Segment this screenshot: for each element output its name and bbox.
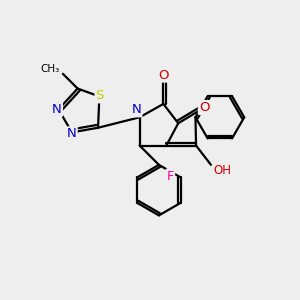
Text: F: F	[167, 169, 174, 182]
Text: OH: OH	[213, 164, 231, 177]
Text: N: N	[67, 128, 77, 140]
Text: S: S	[95, 89, 104, 102]
Text: N: N	[52, 103, 62, 116]
Text: CH₃: CH₃	[41, 64, 60, 74]
Text: O: O	[158, 69, 169, 82]
Text: N: N	[132, 103, 142, 116]
Text: O: O	[199, 101, 209, 114]
